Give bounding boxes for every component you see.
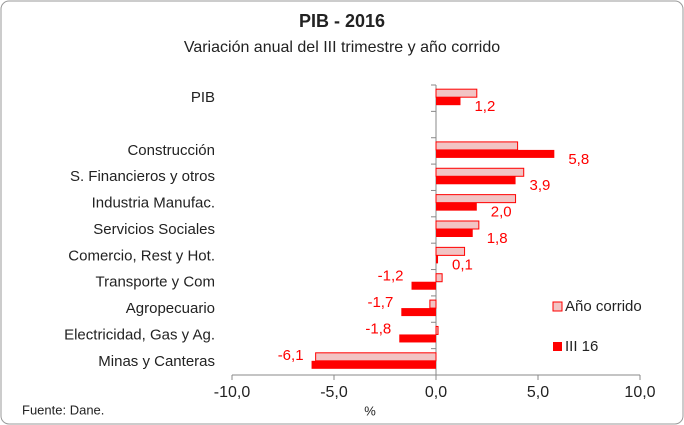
- bar: [435, 246, 466, 256]
- data-label: -1,7: [367, 294, 393, 311]
- legend-label: III 16: [565, 338, 598, 355]
- bar: [436, 229, 473, 237]
- bar: [429, 299, 437, 309]
- y-tick-label: Agropecuario: [126, 300, 215, 317]
- bar: [315, 352, 437, 362]
- data-label: -6,1: [278, 347, 304, 364]
- chart-subtitle: Variación anual del III trimestre y año …: [184, 39, 500, 56]
- y-tick-label: Electricidad, Gas y Ag.: [64, 326, 215, 343]
- y-tick-label: PIB: [191, 89, 215, 106]
- data-label: 1,8: [487, 230, 508, 247]
- bar: [435, 88, 478, 98]
- y-tick-label: Minas y Canteras: [98, 353, 215, 370]
- bar: [311, 360, 436, 369]
- bar: [435, 220, 480, 230]
- y-tick-label: Comercio, Rest y Hot.: [68, 247, 215, 264]
- bar: [435, 167, 525, 177]
- y-tick-label: S. Financieros y otros: [70, 168, 215, 185]
- bar: [436, 149, 555, 158]
- y-tick-label: Transporte y Com: [96, 274, 215, 291]
- legend-swatch: [553, 342, 562, 351]
- legend-label: Año corrido: [565, 298, 642, 315]
- bar: [436, 255, 439, 264]
- x-tick-label: 5,0: [527, 384, 549, 401]
- bar: [399, 334, 436, 343]
- legend-swatch: [552, 301, 563, 312]
- data-label: 0,1: [452, 256, 473, 273]
- chart-title: PIB - 2016: [299, 11, 385, 31]
- bar: [436, 202, 477, 211]
- source: Fuente: Dane.: [22, 402, 104, 417]
- data-label: -1,8: [365, 320, 391, 337]
- bar: [401, 308, 436, 317]
- bar: [435, 194, 517, 204]
- bar: [435, 273, 443, 283]
- data-label: 5,8: [568, 151, 589, 168]
- bar: [436, 97, 461, 106]
- bar: [435, 141, 519, 151]
- data-label: 1,2: [474, 98, 495, 115]
- x-tick-label: -5,0: [320, 384, 348, 401]
- x-tick-label: 10,0: [624, 384, 655, 401]
- data-label: -1,2: [378, 268, 404, 285]
- y-tick-label: Construcción: [127, 142, 215, 159]
- data-label: 3,9: [530, 177, 551, 194]
- y-tick-label: Industria Manufac.: [92, 195, 215, 212]
- bar: [411, 281, 436, 290]
- x-axis-label: %: [364, 403, 376, 418]
- y-tick-label: Servicios Sociales: [93, 221, 215, 238]
- x-tick-label: -10,0: [214, 384, 251, 401]
- bar: [436, 176, 516, 185]
- x-tick-label: 0,0: [425, 384, 447, 401]
- data-label: 2,0: [491, 204, 512, 221]
- bar: [435, 325, 439, 335]
